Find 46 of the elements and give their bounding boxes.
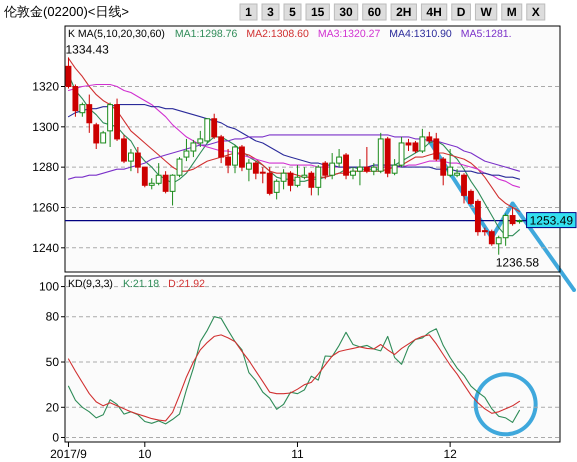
text: W [480, 5, 492, 19]
y-tick-label: 50 [46, 355, 60, 370]
line-series [68, 316, 520, 424]
text: M [506, 5, 517, 19]
y-tick-label: 1260 [32, 200, 60, 214]
text: 3 [267, 5, 274, 19]
y-tick-label: 1240 [32, 240, 60, 255]
text: MA1:1298.76 [174, 28, 238, 40]
line-series [68, 58, 520, 212]
x-tick-label: 2017/9 [50, 447, 88, 461]
text: D:21.92 [168, 278, 206, 290]
x-tick-label: 10 [138, 447, 152, 461]
candlestick [86, 94, 92, 134]
text: 15 [311, 5, 325, 19]
line-series [68, 84, 520, 188]
y-tick-label: 1320 [32, 79, 60, 94]
y-tick-label: 0 [52, 430, 60, 444]
annotation: 1236.58 [496, 256, 540, 270]
text: MA4:1310.90 [389, 28, 452, 40]
text: MA2:1308.60 [246, 28, 309, 40]
text: 30 [339, 5, 354, 19]
y-tick-label: 20 [46, 400, 60, 414]
legend-title: KD(9,3,3) [68, 278, 113, 290]
text: MA3:1320.27 [318, 28, 380, 40]
text: X [532, 5, 540, 19]
text: 4H [426, 5, 442, 19]
text: 2H [396, 5, 412, 19]
ref-line-label: 1253.49 [530, 214, 574, 228]
text: 60 [368, 5, 382, 19]
y-tick-label: 1300 [32, 120, 60, 134]
text: 伦敦金(02200)<日线> [4, 4, 129, 19]
line-series [68, 104, 520, 180]
line-series [68, 334, 520, 422]
text: K:21.18 [122, 278, 160, 290]
y-tick-label: 100 [38, 280, 60, 294]
text: 1 [245, 5, 252, 19]
legend-title: K MA(5,10,20,30,60) [68, 28, 165, 40]
text: MA5:1281. [460, 28, 512, 40]
text: 5 [289, 5, 296, 19]
line-series [68, 134, 520, 180]
y-tick-label: 80 [46, 310, 60, 324]
annotation: 1334.43 [65, 42, 110, 56]
x-tick-label: 11 [291, 447, 304, 461]
x-tick-label: 12 [443, 447, 458, 461]
y-tick-label: 1280 [32, 160, 60, 174]
text: D [456, 5, 466, 19]
